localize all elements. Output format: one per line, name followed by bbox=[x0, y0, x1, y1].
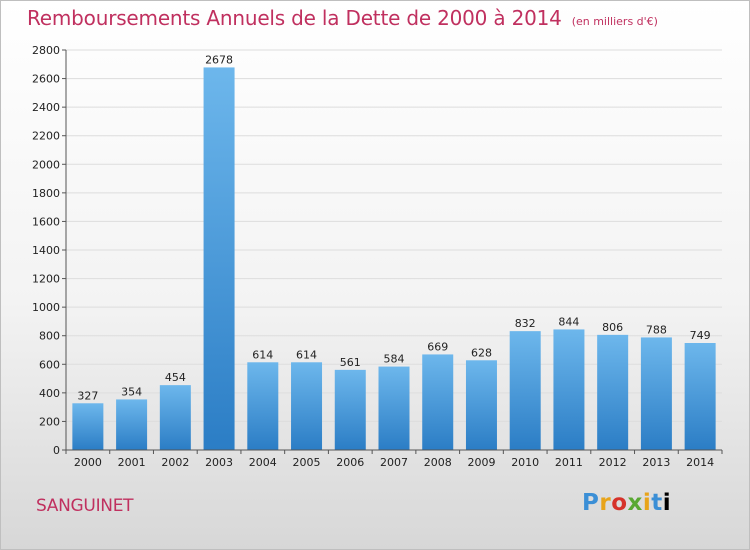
x-tick-label-2009: 2009 bbox=[467, 456, 495, 469]
data-label-2000: 327 bbox=[77, 389, 98, 402]
data-label-2008: 669 bbox=[427, 340, 448, 353]
bar-2011 bbox=[553, 329, 585, 450]
bar-2005 bbox=[291, 362, 323, 450]
y-axis-ticks: 0 200 400 600 800 1000 1200 1400 1600 1800 2000 220… bbox=[32, 44, 66, 457]
y-tick-label: 2400 bbox=[32, 101, 60, 114]
data-label-2013: 788 bbox=[646, 323, 667, 336]
data-label-2007: 584 bbox=[384, 353, 405, 366]
bar-2003 bbox=[203, 67, 235, 450]
x-tick-label-2003: 2003 bbox=[205, 456, 233, 469]
y-tick-label: 1400 bbox=[32, 244, 60, 257]
data-label-2012: 806 bbox=[602, 321, 623, 334]
chart-title: Remboursements Annuels de la Dette de 20… bbox=[27, 6, 562, 30]
data-labels: 327 354 454 2678 614 614 561 584 669 628 832 844 806… bbox=[77, 53, 710, 402]
data-label-2004: 614 bbox=[252, 348, 273, 361]
y-tick-label: 1200 bbox=[32, 273, 60, 286]
data-label-2010: 832 bbox=[515, 317, 536, 330]
bar-2001 bbox=[116, 399, 148, 450]
x-tick-label-2001: 2001 bbox=[118, 456, 146, 469]
x-tick-label-2014: 2014 bbox=[686, 456, 714, 469]
x-tick-label-2000: 2000 bbox=[74, 456, 102, 469]
x-tick-label-2008: 2008 bbox=[424, 456, 452, 469]
y-tick-label: 2000 bbox=[32, 158, 60, 171]
x-tick-label-2010: 2010 bbox=[511, 456, 539, 469]
bar-2000 bbox=[72, 403, 104, 450]
bar-2014 bbox=[684, 343, 716, 450]
x-tick-label-2007: 2007 bbox=[380, 456, 408, 469]
x-tick-label-2005: 2005 bbox=[293, 456, 321, 469]
bar-2013 bbox=[640, 337, 672, 450]
chart-subtitle: (en milliers d'€) bbox=[571, 15, 658, 28]
title-block: Remboursements Annuels de la Dette de 20… bbox=[27, 6, 658, 30]
x-tick-label-2011: 2011 bbox=[555, 456, 583, 469]
y-tick-label: 2600 bbox=[32, 73, 60, 86]
bar-2008 bbox=[422, 354, 454, 450]
y-tick-label: 400 bbox=[39, 387, 60, 400]
bar-2004 bbox=[247, 362, 279, 450]
y-tick-label: 2200 bbox=[32, 130, 60, 143]
y-tick-label: 1800 bbox=[32, 187, 60, 200]
x-tick-label-2012: 2012 bbox=[599, 456, 627, 469]
bar-2007 bbox=[378, 366, 410, 450]
town-name: SANGUINET bbox=[36, 496, 134, 516]
data-label-2006: 561 bbox=[340, 356, 361, 369]
data-label-2003: 2678 bbox=[205, 53, 233, 66]
bar-2010 bbox=[509, 331, 541, 450]
x-tick-label-2002: 2002 bbox=[161, 456, 189, 469]
bar-2009 bbox=[465, 360, 497, 450]
y-tick-label: 1000 bbox=[32, 301, 60, 314]
x-axis-ticks: 2000 2001 2002 2003 2004 2005 2006 2007 2008 2009… bbox=[65, 450, 723, 469]
proxiti-logo: Proxiti bbox=[582, 490, 672, 516]
data-label-2009: 628 bbox=[471, 346, 492, 359]
bar-2006 bbox=[334, 369, 366, 450]
data-label-2014: 749 bbox=[690, 329, 711, 342]
bar-2002 bbox=[159, 385, 191, 450]
data-label-2011: 844 bbox=[558, 315, 579, 328]
y-tick-label: 200 bbox=[39, 415, 60, 428]
bar-2012 bbox=[597, 334, 629, 450]
bars bbox=[72, 67, 716, 450]
y-tick-label: 0 bbox=[53, 444, 60, 457]
data-label-2001: 354 bbox=[121, 385, 142, 398]
x-tick-label-2006: 2006 bbox=[336, 456, 364, 469]
y-tick-label: 1600 bbox=[32, 215, 60, 228]
x-tick-label-2004: 2004 bbox=[249, 456, 277, 469]
data-label-2002: 454 bbox=[165, 371, 186, 384]
data-label-2005: 614 bbox=[296, 348, 317, 361]
y-tick-label: 800 bbox=[39, 330, 60, 343]
x-tick-label-2013: 2013 bbox=[642, 456, 670, 469]
y-tick-label: 2800 bbox=[32, 44, 60, 57]
y-tick-label: 600 bbox=[39, 358, 60, 371]
